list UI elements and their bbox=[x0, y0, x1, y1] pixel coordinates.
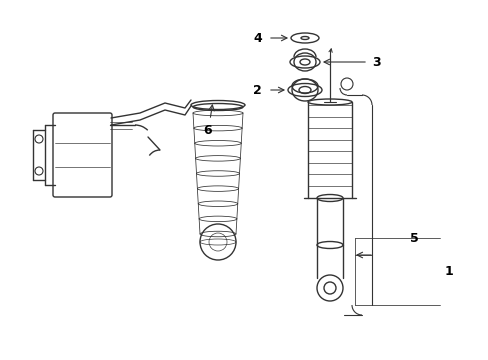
Text: 2: 2 bbox=[253, 84, 262, 96]
Text: 5: 5 bbox=[409, 231, 418, 244]
Text: 4: 4 bbox=[253, 31, 262, 45]
Text: 1: 1 bbox=[444, 265, 453, 278]
Text: 6: 6 bbox=[203, 123, 212, 136]
Text: 3: 3 bbox=[371, 55, 380, 68]
FancyArrowPatch shape bbox=[328, 49, 331, 53]
